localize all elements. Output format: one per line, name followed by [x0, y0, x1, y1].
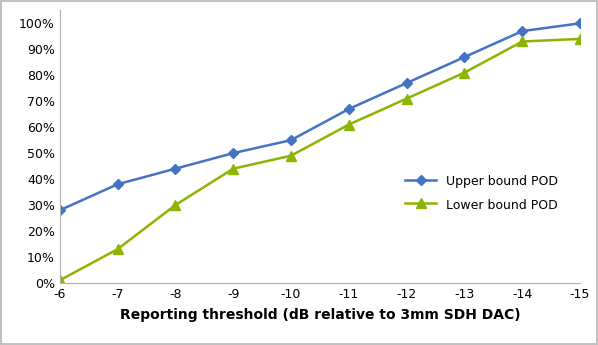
- Upper bound POD: [518, 29, 526, 33]
- Upper bound POD: [576, 21, 584, 26]
- Lower bound POD: [345, 122, 352, 127]
- Upper bound POD: [345, 107, 352, 111]
- Lower bound POD: [172, 203, 179, 207]
- Legend: Upper bound POD, Lower bound POD: Upper bound POD, Lower bound POD: [400, 169, 563, 217]
- Upper bound POD: [288, 138, 295, 142]
- Lower bound POD: [288, 154, 295, 158]
- Upper bound POD: [461, 55, 468, 59]
- Lower bound POD: [518, 39, 526, 43]
- Lower bound POD: [114, 247, 121, 251]
- Lower bound POD: [576, 37, 584, 41]
- Lower bound POD: [403, 97, 410, 101]
- Lower bound POD: [461, 71, 468, 75]
- Line: Upper bound POD: Upper bound POD: [56, 20, 584, 214]
- X-axis label: Reporting threshold (dB relative to 3mm SDH DAC): Reporting threshold (dB relative to 3mm …: [120, 308, 520, 322]
- Upper bound POD: [403, 81, 410, 85]
- Line: Lower bound POD: Lower bound POD: [55, 34, 585, 285]
- Upper bound POD: [114, 182, 121, 186]
- Upper bound POD: [230, 151, 237, 155]
- Upper bound POD: [172, 167, 179, 171]
- Lower bound POD: [230, 167, 237, 171]
- Upper bound POD: [56, 208, 63, 212]
- Lower bound POD: [56, 278, 63, 282]
